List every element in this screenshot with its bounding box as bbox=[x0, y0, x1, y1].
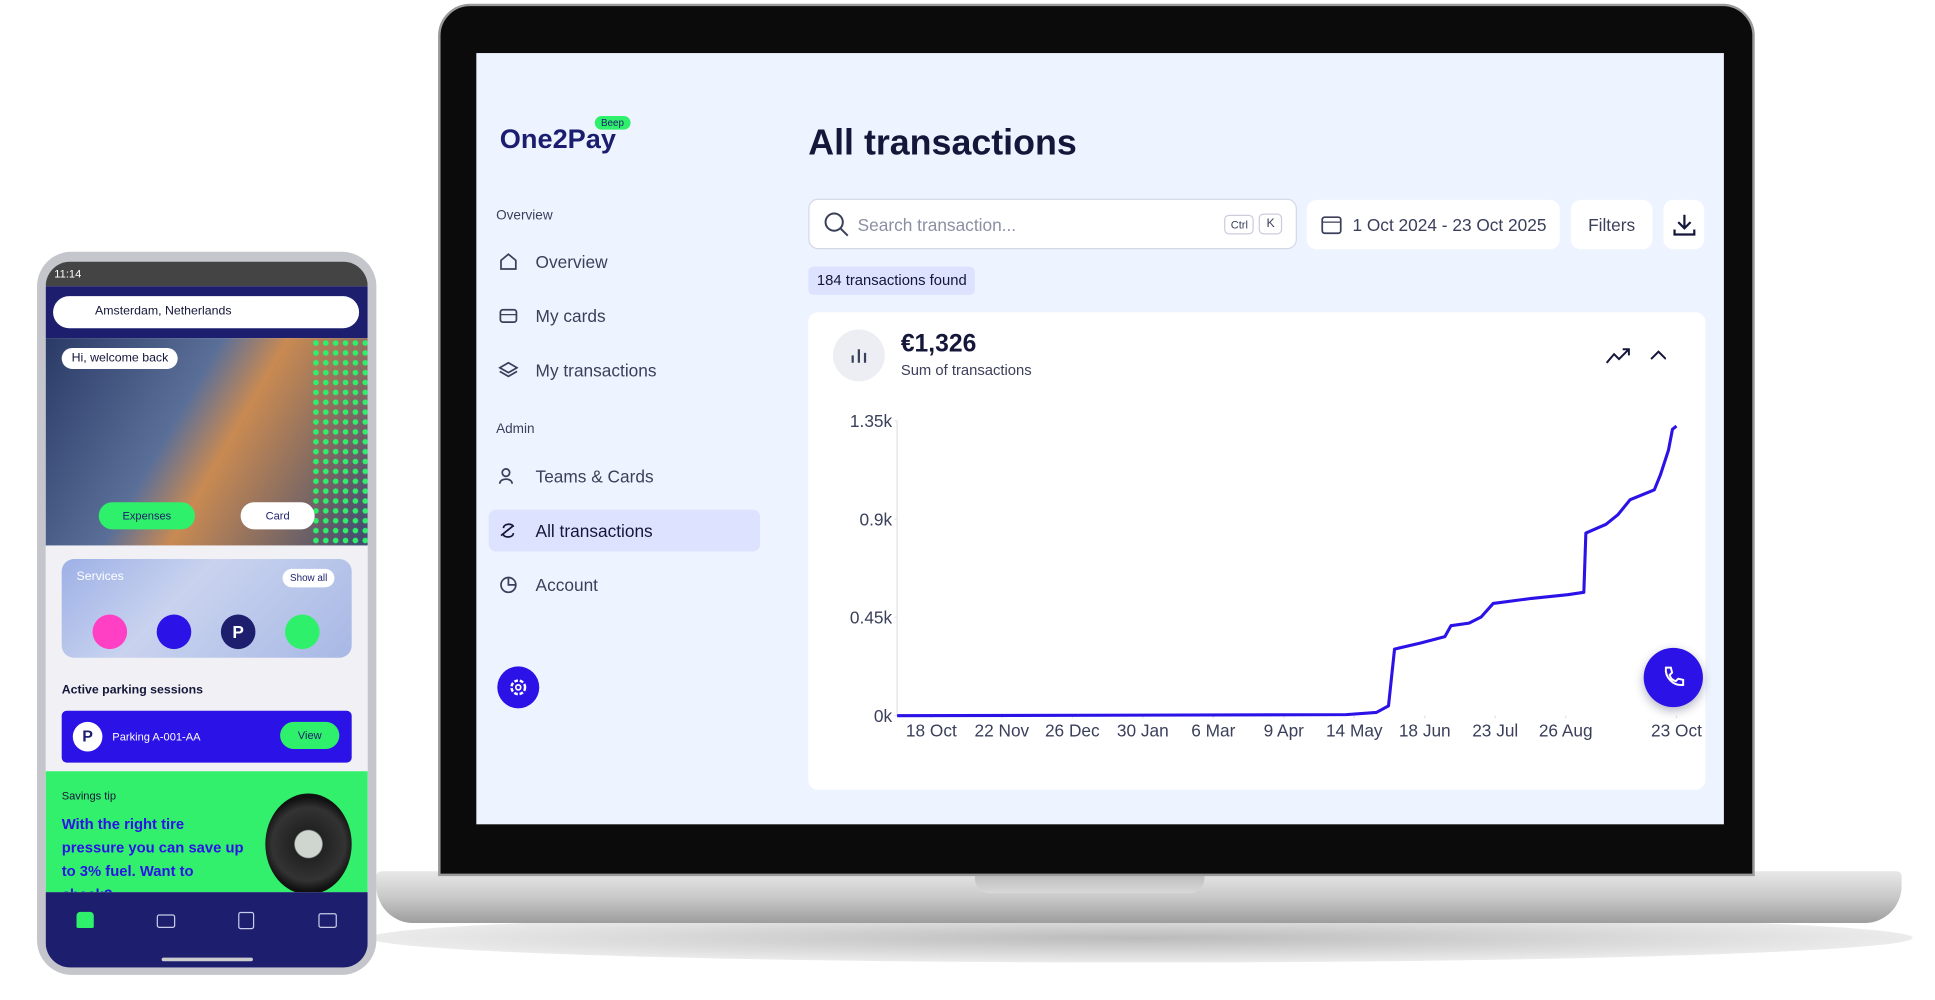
expenses-button[interactable]: Expenses bbox=[98, 502, 195, 530]
nav-item[interactable]: Account bbox=[489, 564, 760, 606]
total-value: €1,326 bbox=[900, 330, 977, 358]
series-line bbox=[897, 424, 1678, 718]
nav-item[interactable]: All transactions bbox=[488, 509, 761, 552]
x-tick-label: 23 Oct bbox=[1651, 721, 1702, 741]
home-tab[interactable] bbox=[76, 911, 94, 928]
x-tick-label: 26 Aug bbox=[1539, 721, 1593, 741]
download-button[interactable] bbox=[1663, 199, 1705, 250]
y-tick-label: 1.35k bbox=[850, 411, 893, 431]
tip-section: Savings tip With the right tire pressure… bbox=[45, 771, 368, 893]
service-icon[interactable] bbox=[156, 614, 192, 650]
icon bbox=[500, 523, 515, 538]
tab-icon[interactable] bbox=[238, 911, 255, 930]
nav-item[interactable]: My cards bbox=[489, 295, 760, 337]
icon bbox=[498, 468, 513, 484]
y-tick-label: 0.45k bbox=[850, 608, 893, 628]
call-button[interactable] bbox=[1643, 647, 1703, 708]
tab-icon[interactable] bbox=[156, 914, 176, 928]
tip-text: With the right tire pressure you can sav… bbox=[61, 815, 244, 893]
show-all[interactable]: Show all bbox=[282, 568, 335, 588]
tip-label: Savings tip bbox=[61, 789, 117, 803]
service-icon[interactable] bbox=[92, 614, 128, 650]
chart-controls[interactable] bbox=[1604, 343, 1666, 368]
icon bbox=[510, 679, 527, 696]
kbd: K bbox=[1259, 213, 1283, 235]
icon bbox=[500, 576, 517, 594]
filters-button[interactable]: Filters bbox=[1570, 199, 1653, 250]
x-tick-label: 26 Dec bbox=[1045, 721, 1100, 741]
greeting: Hi, welcome back bbox=[61, 347, 179, 369]
date-range[interactable]: 1 Oct 2024 - 23 Oct 2025 bbox=[1306, 199, 1560, 250]
phone-screen: 11:14 Amsterdam, Netherlands Hi, welcome… bbox=[45, 261, 368, 968]
tire bbox=[265, 793, 352, 893]
parking-session: Parking A-001-AA bbox=[112, 730, 201, 743]
x-tick-label: 18 Jun bbox=[1399, 721, 1451, 741]
view-button[interactable]: View bbox=[280, 721, 340, 750]
total-label: Sum of transactions bbox=[900, 361, 1032, 379]
parking-pin: P bbox=[72, 721, 103, 752]
nav-item[interactable]: Teams & Cards bbox=[489, 455, 760, 497]
icon bbox=[824, 211, 849, 236]
date-range-text: 1 Oct 2024 - 23 Oct 2025 bbox=[1352, 214, 1547, 235]
laptop-notch bbox=[974, 873, 1205, 894]
line-chart: 0k 0.45k 0.9k 1.35k 18 Oct 22 Nov 26 Dec 30 Jan… bbox=[850, 411, 1702, 741]
phone-search[interactable]: Amsterdam, Netherlands bbox=[53, 296, 360, 329]
services-title: Services bbox=[76, 570, 124, 584]
nav-item[interactable]: Overview bbox=[489, 241, 760, 283]
icon bbox=[1664, 666, 1685, 686]
icon bbox=[1321, 216, 1342, 235]
status-bar: 11:14 bbox=[45, 261, 368, 287]
chart-card: €1,326 Sum of transactions 0k 0.45k 0.9k 1.… bbox=[808, 312, 1706, 790]
section-title: Admin bbox=[496, 422, 535, 437]
x-tick-label: 14 May bbox=[1326, 721, 1383, 741]
y-tick-label: 0.9k bbox=[860, 509, 893, 529]
status-time: 11:14 bbox=[54, 267, 82, 281]
hero-dots bbox=[310, 338, 368, 546]
icon bbox=[500, 253, 517, 270]
icon bbox=[851, 349, 867, 363]
parking-title: Active parking sessions bbox=[61, 683, 203, 698]
phone-search-text: Amsterdam, Netherlands bbox=[95, 304, 232, 319]
icon bbox=[498, 361, 519, 378]
settings-button[interactable] bbox=[497, 666, 540, 709]
bottom-nav bbox=[45, 892, 368, 968]
card-button[interactable]: Card bbox=[240, 502, 315, 530]
x-tick-label: 6 Mar bbox=[1191, 721, 1235, 741]
nav-label: Teams & Cards bbox=[535, 466, 654, 487]
service-icon[interactable] bbox=[285, 614, 320, 650]
x-tick-label: 18 Oct bbox=[906, 721, 957, 741]
nav-label: My cards bbox=[535, 306, 606, 326]
x-tick-label: 22 Nov bbox=[974, 721, 1029, 741]
search-placeholder: Search transaction... bbox=[857, 214, 1017, 234]
nav-label: Overview bbox=[535, 251, 608, 272]
chart-icon bbox=[832, 329, 885, 382]
service-icon[interactable]: P bbox=[220, 614, 256, 650]
nav-label: All transactions bbox=[535, 520, 653, 541]
nav-label: Account bbox=[535, 575, 598, 595]
icon bbox=[499, 308, 518, 323]
page-title: All transactions bbox=[808, 123, 1077, 163]
nav-item[interactable]: My transactions bbox=[489, 349, 760, 391]
x-tick-label: 9 Apr bbox=[1264, 721, 1305, 741]
filters-label: Filters bbox=[1588, 214, 1636, 235]
kbd: Ctrl bbox=[1224, 214, 1255, 234]
tab-icon[interactable] bbox=[318, 913, 337, 928]
section-title: Overview bbox=[496, 208, 553, 224]
logo: One2Pay bbox=[499, 123, 616, 155]
nav-label: My transactions bbox=[535, 360, 657, 381]
home-indicator bbox=[161, 957, 253, 962]
icon bbox=[1672, 214, 1695, 236]
x-tick-label: 23 Jul bbox=[1472, 721, 1518, 741]
logo-badge: Beep bbox=[594, 115, 631, 130]
result-count: 184 transactions found bbox=[808, 266, 976, 295]
x-tick-label: 30 Jan bbox=[1117, 721, 1169, 741]
search-box[interactable]: Search transaction... Ctrl K bbox=[808, 198, 1297, 250]
y-tick-label: 0k bbox=[874, 706, 893, 726]
